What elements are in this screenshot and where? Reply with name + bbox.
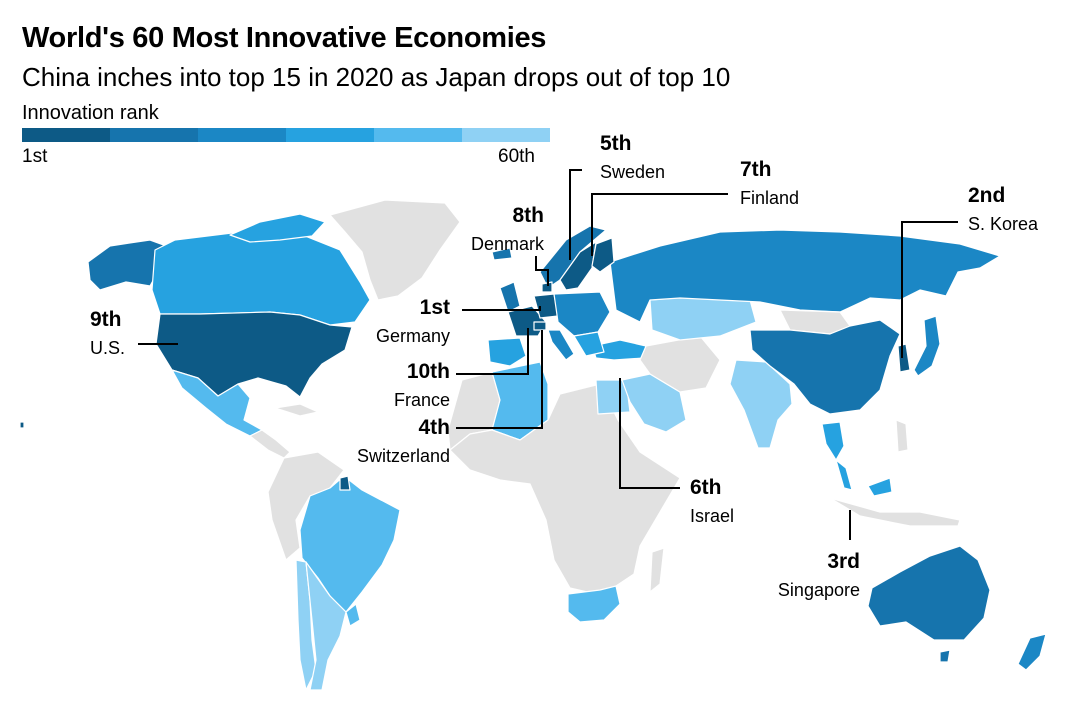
legend-swatch [110,128,198,142]
region-canada [151,229,371,326]
callout-rank: 4th [418,416,451,439]
legend-title: Innovation rank [22,102,159,124]
callout-rank: 2nd [968,184,1006,207]
region-uruguay [345,603,361,627]
legend-min-label: 1st [22,146,48,167]
region-sweden [559,241,597,291]
callout-rank: 5th [600,132,632,155]
region-greenland [329,199,461,301]
legend-swatch [22,128,110,142]
leader-lines [138,169,958,540]
region-china [749,319,901,415]
region-central-europe [553,291,611,337]
legend-color-scale [22,128,550,142]
leader-line-denmark [535,256,549,286]
callout-country: U.S. [90,338,126,358]
callout-rank: 3rd [827,550,860,573]
region-french-guiana [339,475,351,491]
region-india [729,359,793,449]
leader-line-finland [591,193,728,256]
leader-line-israel [619,378,680,489]
callout-country: Israel [690,506,735,526]
region-central-africa [449,383,681,595]
region-thailand [821,421,845,461]
legend-max-label: 60th [498,146,535,167]
callout-finland: 7th Finland [740,158,799,209]
callout-country: Sweden [600,162,666,182]
chart-subtitle: China inches into top 15 in 2020 as Japa… [22,62,731,92]
region-new-zealand [1017,633,1047,671]
region-kazakhstan [649,295,757,341]
callout-rank: 6th [690,476,722,499]
region-south-africa [567,585,621,623]
region-tasmania [939,649,951,663]
region-argentina [305,561,347,691]
region-madagascar [649,547,665,593]
region-finland [591,237,615,273]
region-hawaii [19,421,25,429]
callout-sweden: 5th Sweden [600,132,665,183]
legend-swatch [374,128,462,142]
region-northern-south-america [267,451,345,561]
leader-line-sweden [569,169,582,260]
callout-us: 9th U.S. [90,308,125,359]
callout-country: Singapore [777,580,860,600]
leader-line-germany [462,306,541,311]
leader-line-south-korea [901,221,958,358]
region-spain [487,337,527,367]
callout-germany: 1st Germany [350,296,450,347]
region-mexico [171,369,263,437]
legend-swatch [286,128,374,142]
region-indonesia [829,497,961,527]
region-iceland [491,247,513,261]
callout-rank: 7th [740,158,772,181]
region-australia [867,545,991,641]
callout-rank: 10th [406,360,450,383]
region-philippines [895,419,909,453]
callout-rank: 9th [90,308,122,331]
callout-singapore: 3rd Singapore [740,550,860,601]
region-iran [639,335,721,393]
region-central-america [249,429,291,459]
callout-rank: 8th [512,204,545,227]
region-south-korea [897,343,911,373]
callout-south-korea: 2nd S. Korea [968,184,1038,235]
region-malaysia [835,459,853,491]
region-balkans [573,331,605,357]
callout-country: France [393,390,450,410]
legend-swatch [198,128,286,142]
region-switzerland [533,321,547,331]
region-japan [913,315,941,377]
callout-rank: 1st [419,296,450,319]
legend-swatch [462,128,550,142]
leader-line-switzerland [456,330,543,429]
callout-country: S. Korea [968,214,1039,234]
callout-country: Germany [375,326,450,346]
region-caribbean [274,403,319,417]
region-borneo [867,477,893,497]
chart-title: World's 60 Most Innovative Economies [22,22,547,54]
callout-country: Denmark [470,234,544,254]
region-egypt [595,379,631,415]
callout-country: Switzerland [356,446,450,466]
callout-france: 10th France [350,360,450,411]
callout-israel: 6th Israel [690,476,734,527]
callout-country: Finland [740,188,800,208]
region-arctic-islands [229,213,326,243]
region-italy [547,329,575,361]
callout-denmark: 8th Denmark [440,204,544,255]
region-uk [499,281,521,313]
callout-switzerland: 4th Switzerland [310,416,450,467]
leader-line-france [456,328,529,375]
